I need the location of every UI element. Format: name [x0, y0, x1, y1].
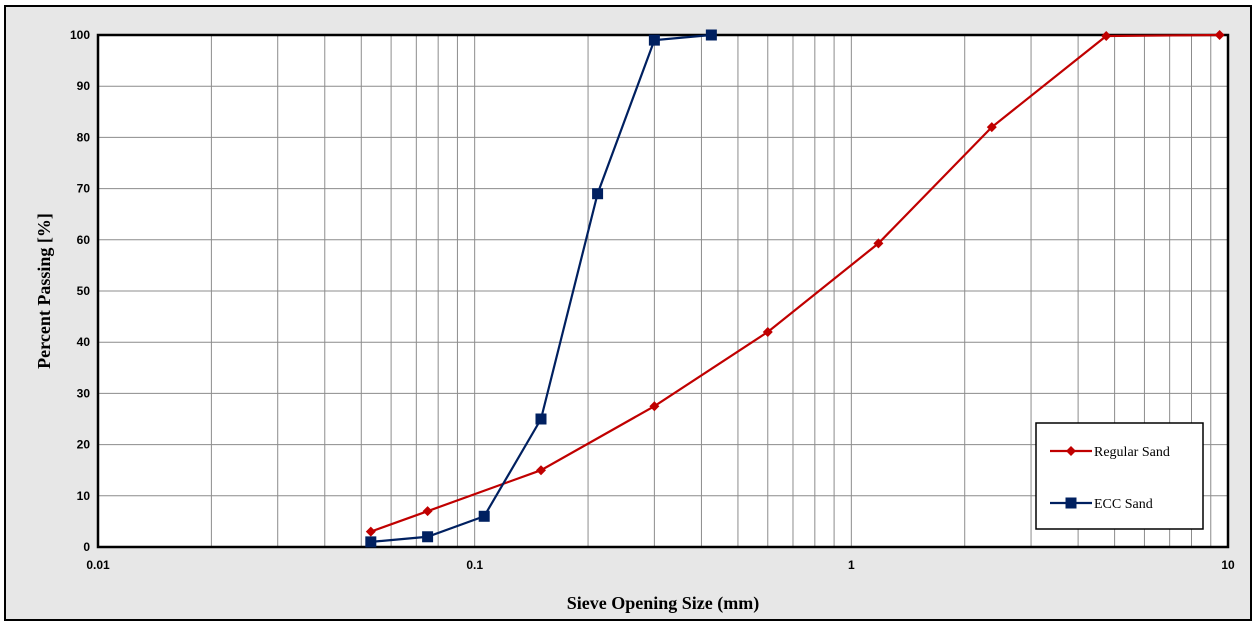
ecc-sand-point	[649, 35, 660, 46]
y-tick-label: 70	[77, 182, 91, 196]
ecc-sand-point	[479, 511, 490, 522]
y-tick-label: 60	[77, 233, 91, 247]
legend-ecc-sand-label: ECC Sand	[1094, 497, 1153, 512]
ecc-sand-point	[422, 531, 433, 542]
y-tick-label: 80	[77, 130, 91, 144]
ecc-sand-point	[535, 414, 546, 425]
y-tick-label: 50	[77, 284, 91, 298]
legend-ecc-sand-marker	[1066, 498, 1077, 509]
y-tick-label: 10	[77, 489, 91, 503]
ecc-sand-point	[365, 536, 376, 547]
x-tick-label: 1	[848, 558, 855, 572]
y-tick-label: 0	[83, 540, 90, 554]
ecc-sand-point	[592, 188, 603, 199]
x-axis-title: Sieve Opening Size (mm)	[567, 593, 759, 614]
ecc-sand-point	[706, 30, 717, 41]
x-tick-label: 0.01	[86, 558, 110, 572]
y-tick-label: 100	[70, 28, 90, 42]
legend-regular-sand-label: Regular Sand	[1094, 445, 1170, 460]
y-tick-label: 40	[77, 335, 91, 349]
legend: Regular Sand ECC Sand	[1036, 423, 1203, 529]
y-tick-label: 90	[77, 79, 91, 93]
sieve-chart: 0 10 20 30 40 50 60 70 80 90 100 0.01 0.1 1 10 Sieve O…	[6, 7, 1250, 619]
y-axis-title: Percent Passing [%]	[34, 213, 54, 369]
y-tick-label: 20	[77, 438, 91, 452]
x-tick-label: 10	[1221, 558, 1235, 572]
y-tick-label: 30	[77, 386, 91, 400]
x-tick-label: 0.1	[466, 558, 483, 572]
chart-frame: 0 10 20 30 40 50 60 70 80 90 100 0.01 0.1 1 10 Sieve O…	[4, 5, 1252, 621]
legend-box	[1036, 423, 1203, 529]
